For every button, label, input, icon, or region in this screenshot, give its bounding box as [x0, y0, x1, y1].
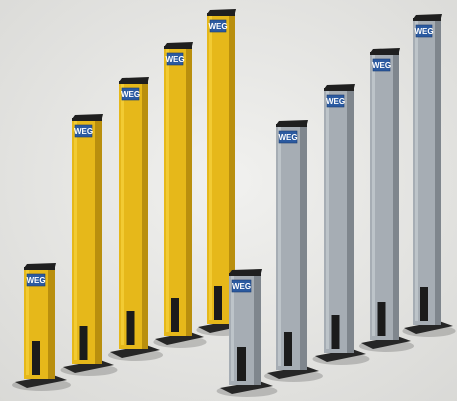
- access-slot: [420, 287, 428, 321]
- column-side-face: [186, 45, 192, 336]
- yellow-column: WEG: [60, 114, 118, 376]
- access-slot: [331, 315, 340, 349]
- access-slot: [377, 302, 386, 336]
- column-side-face: [393, 51, 399, 340]
- column-cap-band: [207, 13, 235, 16]
- access-slot: [237, 347, 246, 381]
- column-highlight: [209, 16, 212, 320]
- column-highlight: [166, 49, 169, 332]
- column-top-cap: [119, 77, 149, 82]
- column-highlight: [26, 270, 29, 375]
- brand-logo-text: WEG: [326, 97, 345, 106]
- column-front-face: [370, 53, 393, 340]
- logo-plate: [26, 273, 46, 287]
- column-side-face: [254, 272, 261, 385]
- column-front-face: [413, 19, 435, 325]
- column-side-face: [95, 117, 102, 364]
- brand-logo-text: WEG: [165, 55, 184, 64]
- logo-plate: [326, 94, 345, 108]
- column-side-face: [300, 123, 307, 370]
- column-highlight: [74, 121, 77, 360]
- column-top-cap: [164, 42, 193, 47]
- column-cap-band: [276, 124, 307, 127]
- yellow-column: WEG: [12, 263, 71, 391]
- access-slot: [126, 311, 135, 345]
- column-top-cap: [24, 263, 56, 268]
- brand-logo-text: WEG: [26, 276, 45, 285]
- column-top-cap: [413, 14, 442, 19]
- logo-plate: [166, 52, 184, 66]
- column-highlight: [231, 276, 234, 381]
- column-highlight: [372, 55, 375, 336]
- column-highlight: [326, 91, 329, 349]
- column-front-face: [207, 14, 229, 324]
- column-top-cap: [207, 9, 236, 14]
- column-top-cap: [276, 120, 308, 125]
- column-cap-band: [413, 18, 441, 21]
- brand-logo-text: WEG: [208, 22, 227, 31]
- gray-column: WEG: [402, 14, 456, 337]
- logo-plate: [415, 24, 433, 38]
- brand-logo-text: WEG: [278, 133, 297, 142]
- column-cap-band: [119, 81, 148, 84]
- column-cap-band: [72, 118, 102, 121]
- logo-plate: [209, 19, 227, 33]
- column-highlight: [278, 127, 281, 366]
- column-side-face: [142, 80, 148, 349]
- column-highlight: [415, 21, 418, 321]
- column-group: WEG WEG WEG WEG WEG WEG WEG WEG WEG WEG: [12, 9, 456, 397]
- column-top-cap: [370, 48, 400, 53]
- access-slot: [32, 341, 40, 375]
- column-side-face: [347, 87, 354, 353]
- access-slot: [79, 326, 88, 360]
- column-front-face: [324, 89, 347, 353]
- column-front-face: [164, 47, 186, 336]
- brand-logo-text: WEG: [414, 27, 433, 36]
- access-slot: [214, 286, 222, 320]
- column-top-cap: [324, 84, 355, 89]
- gray-column: WEG: [264, 120, 323, 382]
- column-top-cap: [229, 269, 262, 274]
- access-slot: [171, 298, 179, 332]
- logo-plate: [121, 87, 140, 101]
- column-side-face: [48, 266, 55, 379]
- column-cap-band: [229, 273, 261, 276]
- logo-plate: [231, 279, 252, 293]
- brand-logo-text: WEG: [372, 61, 391, 70]
- brand-logo-text: WEG: [74, 127, 93, 136]
- column-side-face: [435, 17, 441, 325]
- column-cap-band: [324, 88, 354, 91]
- yellow-column: WEG: [107, 77, 164, 361]
- column-front-face: [119, 82, 142, 349]
- column-cap-band: [24, 267, 55, 270]
- column-highlight: [121, 84, 124, 345]
- access-slot: [284, 332, 292, 366]
- column-cap-band: [370, 52, 399, 55]
- logo-plate: [372, 58, 391, 72]
- column-cap-band: [164, 46, 192, 49]
- column-top-cap: [72, 114, 103, 119]
- column-front-face: [72, 119, 95, 364]
- logo-plate: [74, 124, 93, 138]
- brand-logo-text: WEG: [232, 282, 251, 291]
- gray-column: WEG: [312, 84, 370, 365]
- brand-logo-text: WEG: [121, 90, 140, 99]
- logo-plate: [278, 130, 298, 144]
- column-side-face: [229, 12, 235, 324]
- gray-column: WEG: [358, 48, 415, 352]
- gray-column: WEG: [216, 269, 278, 397]
- yellow-column: WEG: [153, 42, 207, 348]
